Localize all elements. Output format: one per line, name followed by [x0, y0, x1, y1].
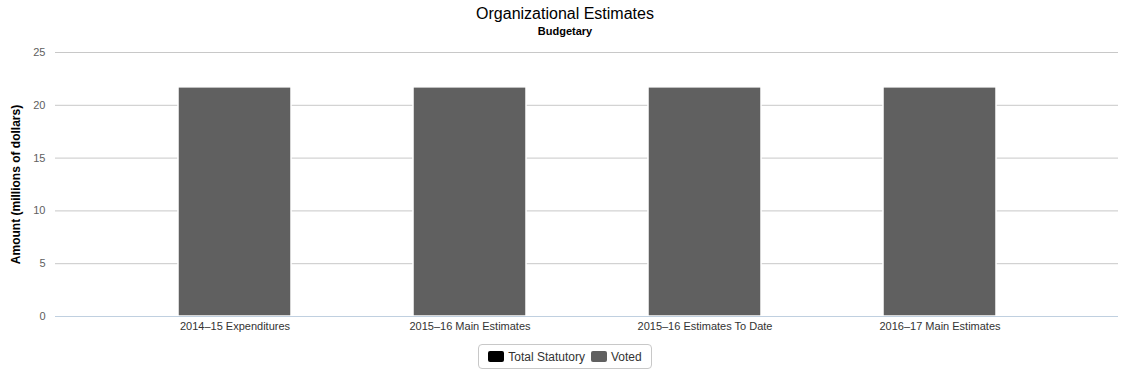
svg-text:5: 5	[39, 257, 45, 269]
svg-text:20: 20	[33, 99, 45, 111]
svg-text:Amount (millions of dollars): Amount (millions of dollars)	[9, 105, 23, 264]
html-text:Total Statutory: Total Statutory	[508, 349, 585, 364]
svg-text:10: 10	[33, 204, 45, 216]
html-text:Budgetary: Budgetary	[537, 25, 593, 37]
svg-text:2016–17 Main Estimates: 2016–17 Main Estimates	[879, 320, 1001, 332]
svg-text:25: 25	[33, 46, 45, 58]
svg-text:2015–16 Estimates To Date: 2015–16 Estimates To Date	[638, 320, 773, 332]
svg-text:2015–16 Main Estimates: 2015–16 Main Estimates	[409, 320, 531, 332]
svg-text:0: 0	[39, 310, 45, 322]
svg-text:15: 15	[33, 152, 45, 164]
svg-text:2014–15 Expenditures: 2014–15 Expenditures	[180, 320, 291, 332]
html-text:Voted: Voted	[611, 349, 642, 364]
html-text:Organizational Estimates: Organizational Estimates	[476, 5, 654, 22]
